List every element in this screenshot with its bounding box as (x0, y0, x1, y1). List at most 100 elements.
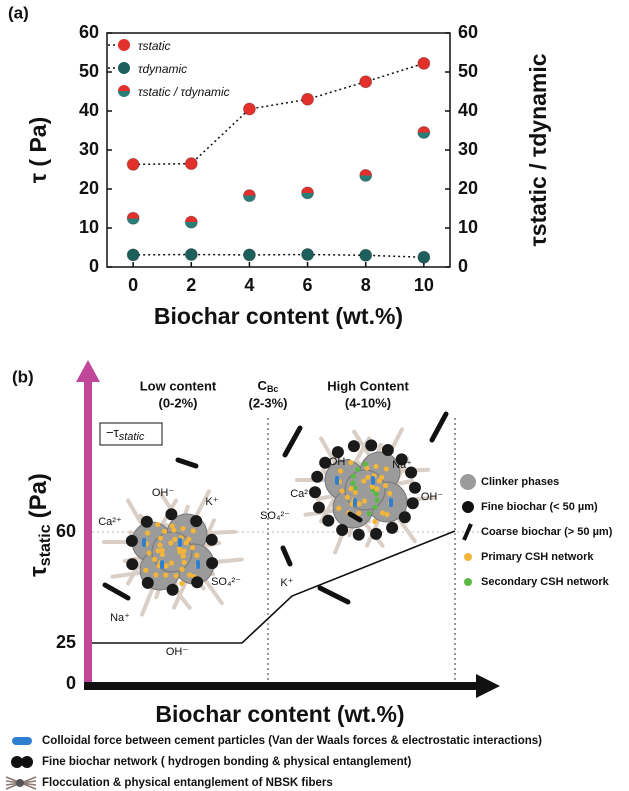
csh (339, 488, 345, 494)
series-line (133, 62, 425, 166)
csh (372, 504, 378, 510)
point (242, 248, 256, 262)
ion-label: OH⁻ (329, 456, 352, 468)
y2-tick-label: 40 (458, 100, 478, 120)
legend-label: Fine biochar (< 50 µm) (481, 501, 598, 513)
y-tick-label: 60 (79, 22, 99, 42)
x-label: Biochar content (wt.%) (155, 701, 404, 727)
csh (155, 521, 161, 528)
fine-biochar (166, 583, 179, 596)
point (359, 75, 373, 89)
region-range: (4-10%) (345, 395, 391, 410)
csh (155, 548, 161, 554)
fine-biochar (312, 501, 325, 514)
legend-label: Coarse biochar (> 50 µm) (481, 526, 613, 538)
csh (180, 525, 186, 532)
point (417, 56, 431, 70)
csh (179, 566, 185, 572)
csh (146, 550, 152, 556)
csh (159, 551, 165, 558)
fine-biochar (398, 511, 411, 524)
inset-box (99, 422, 163, 446)
fine-biochar (406, 497, 419, 510)
fine-biochar (322, 514, 335, 527)
y-tick-label: 10 (79, 217, 99, 237)
legend-label: τstatic / τdynamic (138, 85, 230, 99)
csh (379, 474, 385, 480)
ion-label: OH⁻ (166, 646, 189, 658)
region-title: CBc (258, 378, 279, 394)
x-tick-label: 0 (128, 275, 138, 295)
region-title: Low content (140, 378, 217, 393)
y-tick-label: 25 (56, 632, 76, 652)
csh (350, 480, 356, 486)
colloid (335, 476, 339, 485)
coarse-biochar (347, 511, 363, 523)
csh (168, 540, 174, 546)
region-range: (0-2%) (158, 395, 197, 410)
y-tick-label: 30 (79, 139, 99, 159)
note-icon (21, 756, 33, 768)
csh (157, 535, 164, 541)
point (242, 102, 256, 116)
y-tick-label: 20 (79, 178, 99, 198)
ion-label: OH⁻ (421, 491, 444, 503)
legend-marker (118, 62, 130, 74)
colloid (196, 560, 200, 569)
csh (168, 560, 175, 566)
fine-biochar (336, 524, 349, 537)
y2-tick-label: 30 (458, 139, 478, 159)
y2-tick-label: 10 (458, 217, 478, 237)
fine-biochar (140, 515, 153, 528)
csh (143, 567, 149, 573)
csh (348, 459, 354, 466)
legend-label: Clinker phases (481, 476, 559, 488)
csh (163, 572, 169, 578)
y2-tick-label: 60 (458, 22, 478, 42)
point (301, 186, 315, 200)
csh (173, 573, 179, 579)
y2-tick-label: 20 (458, 178, 478, 198)
csh (159, 547, 165, 553)
ion-label: Na⁺ (110, 612, 130, 624)
inset-label: −τstatic (106, 425, 145, 442)
region-title: High Content (327, 378, 409, 393)
point (126, 248, 140, 262)
point (417, 125, 431, 139)
colloid (353, 498, 357, 507)
ion-label: SO₄²⁻ (211, 576, 241, 588)
csh (176, 546, 182, 552)
csh (387, 490, 393, 496)
note-label: Colloidal force between cement particles… (42, 735, 542, 747)
csh (372, 518, 378, 525)
colloid (178, 538, 182, 547)
point (359, 248, 373, 262)
legend-icon (460, 474, 476, 490)
csh (187, 572, 193, 578)
point (301, 248, 315, 262)
y-tick-label: 40 (79, 100, 99, 120)
csh (366, 511, 372, 517)
fine-biochar (125, 534, 138, 547)
point (301, 92, 315, 106)
csh (352, 489, 358, 496)
y-label: τstatic(Pa) (25, 473, 54, 577)
point (184, 215, 198, 229)
fine-biochar (141, 576, 154, 589)
series-line (133, 253, 424, 258)
fine-biochar (405, 466, 418, 479)
fine-biochar (190, 515, 203, 528)
note-icon (12, 737, 32, 745)
x-tick-label: 4 (244, 275, 254, 295)
csh (373, 491, 379, 497)
y-tick-label: 60 (56, 521, 76, 541)
ion-label: OH⁻ (152, 487, 175, 499)
csh (365, 474, 371, 480)
csh (144, 530, 151, 536)
csh (337, 468, 344, 474)
region-range: (2-3%) (248, 395, 287, 410)
csh (356, 510, 362, 516)
csh (369, 484, 375, 490)
legend-label: τdynamic (138, 62, 187, 76)
colloid (142, 538, 146, 547)
